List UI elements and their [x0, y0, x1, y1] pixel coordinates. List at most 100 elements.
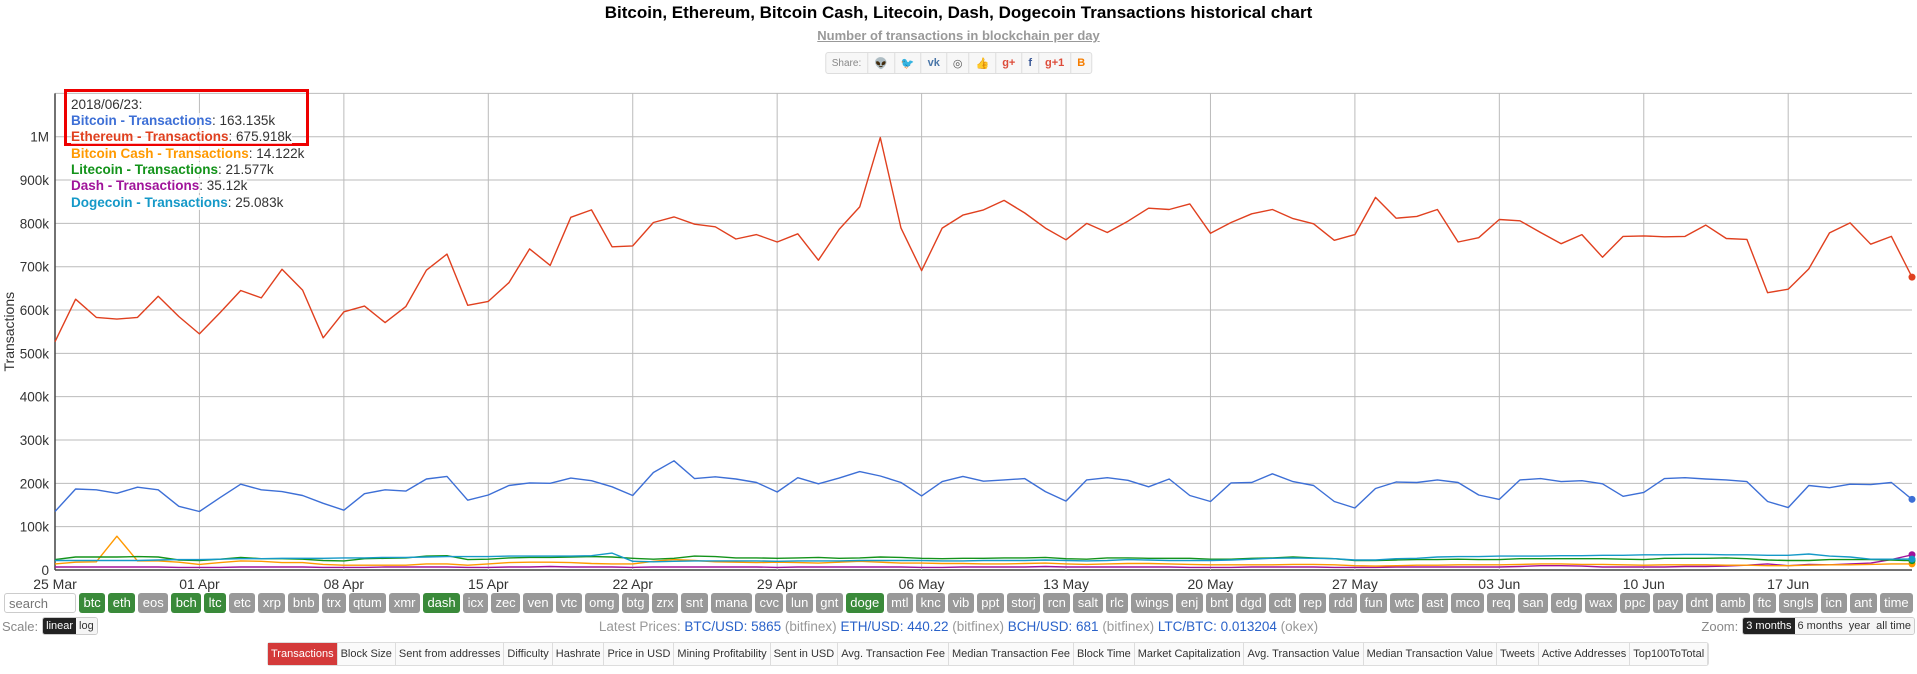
tab-avg-transaction-value[interactable]: Avg. Transaction Value [1244, 643, 1364, 665]
reddit-icon[interactable]: 👽 [868, 53, 895, 73]
coin-toggle-ftc[interactable]: ftc [1753, 593, 1776, 613]
scale-log-button[interactable]: log [76, 618, 97, 634]
coin-toggle-rdd[interactable]: rdd [1329, 593, 1358, 613]
coin-toggle-sngls[interactable]: sngls [1778, 593, 1819, 613]
coin-toggle-amb[interactable]: amb [1715, 593, 1751, 613]
zoom-year-button[interactable]: year [1845, 618, 1874, 634]
subtitle-link[interactable]: Number of transactions in blockchain per… [817, 28, 1100, 43]
tab-median-transaction-fee[interactable]: Median Transaction Fee [948, 643, 1074, 665]
coin-toggle-dash[interactable]: dash [422, 593, 461, 613]
coin-toggle-ppc[interactable]: ppc [1619, 593, 1650, 613]
coin-toggle-mana[interactable]: mana [710, 593, 753, 613]
price-pair[interactable]: LTC/BTC: 0.013204 [1157, 619, 1277, 634]
coin-toggle-rep[interactable]: rep [1298, 593, 1327, 613]
zoom-all-time-button[interactable]: all time [1873, 618, 1914, 634]
coin-toggle-dnt[interactable]: dnt [1685, 593, 1713, 613]
coin-toggle-ltc[interactable]: ltc [204, 593, 227, 613]
coin-toggle-pay[interactable]: pay [1652, 593, 1683, 613]
coin-toggle-lun[interactable]: lun [786, 593, 813, 613]
coin-toggle-wtc[interactable]: wtc [1390, 593, 1419, 613]
y-tick-label: 900k [20, 173, 50, 188]
coin-toggle-time[interactable]: time [1879, 593, 1914, 613]
coin-toggle-snt[interactable]: snt [681, 593, 708, 613]
coin-toggle-knc[interactable]: knc [916, 593, 946, 613]
zoom-6-months-button[interactable]: 6 months [1794, 618, 1846, 634]
coin-toggle-btc[interactable]: btc [79, 593, 106, 613]
coin-toggle-mtl[interactable]: mtl [886, 593, 913, 613]
coin-toggle-enj[interactable]: enj [1176, 593, 1203, 613]
coin-toggle-storj[interactable]: storj [1006, 593, 1041, 613]
y-tick-label: 1M [30, 130, 49, 145]
coin-toggle-ppt[interactable]: ppt [976, 593, 1004, 613]
coin-toggle-ast[interactable]: ast [1421, 593, 1448, 613]
coin-toggle-eth[interactable]: eth [108, 593, 136, 613]
coin-toggle-qtum[interactable]: qtum [348, 593, 387, 613]
coin-toggle-edg[interactable]: edg [1551, 593, 1582, 613]
coin-toggle-zrx[interactable]: zrx [651, 593, 679, 613]
coin-toggle-ant[interactable]: ant [1849, 593, 1877, 613]
coin-toggle-zec[interactable]: zec [490, 593, 521, 613]
coin-toggle-eos[interactable]: eos [138, 593, 169, 613]
twitter-icon[interactable]: 🐦 [895, 53, 922, 73]
coin-toggle-omg[interactable]: omg [584, 593, 619, 613]
coin-toggle-bnt[interactable]: bnt [1205, 593, 1233, 613]
scale-linear-button[interactable]: linear [43, 618, 77, 634]
coin-toggle-vib[interactable]: vib [948, 593, 974, 613]
tab-block-time[interactable]: Block Time [1073, 643, 1135, 665]
coin-toggle-doge[interactable]: doge [845, 593, 884, 613]
coin-toggle-etc[interactable]: etc [229, 593, 256, 613]
tab-block-size[interactable]: Block Size [337, 643, 396, 665]
coin-toggle-fun[interactable]: fun [1360, 593, 1388, 613]
coin-toggle-cvc[interactable]: cvc [755, 593, 784, 613]
tab-median-transaction-value[interactable]: Median Transaction Value [1363, 643, 1497, 665]
tooltip-series-value: : 35.12k [199, 178, 248, 194]
tab-mining-profitability[interactable]: Mining Profitability [674, 643, 771, 665]
coin-toggle-wax[interactable]: wax [1584, 593, 1617, 613]
google-plus-one-icon[interactable]: g+1 [1039, 53, 1072, 73]
tab-active-addresses[interactable]: Active Addresses [1538, 643, 1631, 665]
coin-toggle-xmr[interactable]: xmr [389, 593, 420, 613]
coin-search-input[interactable] [4, 593, 76, 613]
coin-toggle-bch[interactable]: bch [171, 593, 202, 613]
coin-toggle-wings[interactable]: wings [1131, 593, 1174, 613]
coin-toggle-icn[interactable]: icn [1821, 593, 1847, 613]
coin-toggle-gnt[interactable]: gnt [815, 593, 843, 613]
tab-sent-in-usd[interactable]: Sent in USD [770, 643, 839, 665]
weibo-icon[interactable]: ◎ [947, 53, 970, 73]
tab-sent-from-addresses[interactable]: Sent from addresses [395, 643, 505, 665]
coin-toggle-mco[interactable]: mco [1450, 593, 1485, 613]
price-pair[interactable]: BTC/USD: 5865 [684, 619, 782, 634]
coin-toggle-ven[interactable]: ven [523, 593, 554, 613]
tab-avg-transaction-fee[interactable]: Avg. Transaction Fee [838, 643, 949, 665]
coin-toggle-rlc[interactable]: rlc [1105, 593, 1129, 613]
coin-toggle-salt[interactable]: salt [1073, 593, 1103, 613]
zoom-3-months-button[interactable]: 3 months [1743, 618, 1795, 634]
like-icon[interactable]: 👍 [969, 53, 997, 73]
tab-hashrate[interactable]: Hashrate [552, 643, 605, 665]
coin-toggle-bnb[interactable]: bnb [288, 593, 320, 613]
blogger-icon[interactable]: B [1077, 57, 1086, 69]
coin-toggle-icx[interactable]: icx [463, 593, 488, 613]
tab-price-in-usd[interactable]: Price in USD [604, 643, 675, 665]
coin-toggle-trx[interactable]: trx [322, 593, 346, 613]
tab-tweets[interactable]: Tweets [1496, 643, 1539, 665]
price-pair[interactable]: BCH/USD: 681 [1007, 619, 1099, 634]
tab-difficulty[interactable]: Difficulty [504, 643, 553, 665]
coin-toggle-san[interactable]: san [1518, 593, 1549, 613]
coin-toggle-xrp[interactable]: xrp [258, 593, 286, 613]
coin-toggle-cdt[interactable]: cdt [1269, 593, 1296, 613]
price-pair[interactable]: ETH/USD: 440.22 [840, 619, 949, 634]
coin-toggle-btg[interactable]: btg [621, 593, 649, 613]
transactions-chart[interactable]: 0 100k 200k 300k 400k 500k 600k 700k 800k 900k 1M 2… [0, 0, 1917, 600]
tab-market-capitalization[interactable]: Market Capitalization [1134, 643, 1245, 665]
tab-top100tototal[interactable]: Top100ToTotal [1630, 643, 1709, 665]
coin-toggle-vtc[interactable]: vtc [556, 593, 582, 613]
coin-toggle-dgd[interactable]: dgd [1235, 593, 1267, 613]
vk-icon[interactable]: vk [922, 53, 947, 73]
chart-subtitle[interactable]: Number of transactions in blockchain per… [0, 28, 1917, 43]
coin-toggle-rcn[interactable]: rcn [1043, 593, 1071, 613]
coin-toggle-req[interactable]: req [1487, 593, 1516, 613]
google-plus-icon[interactable]: g+ [996, 53, 1023, 73]
tab-transactions[interactable]: Transactions [268, 643, 338, 665]
facebook-icon[interactable]: f [1022, 53, 1040, 73]
